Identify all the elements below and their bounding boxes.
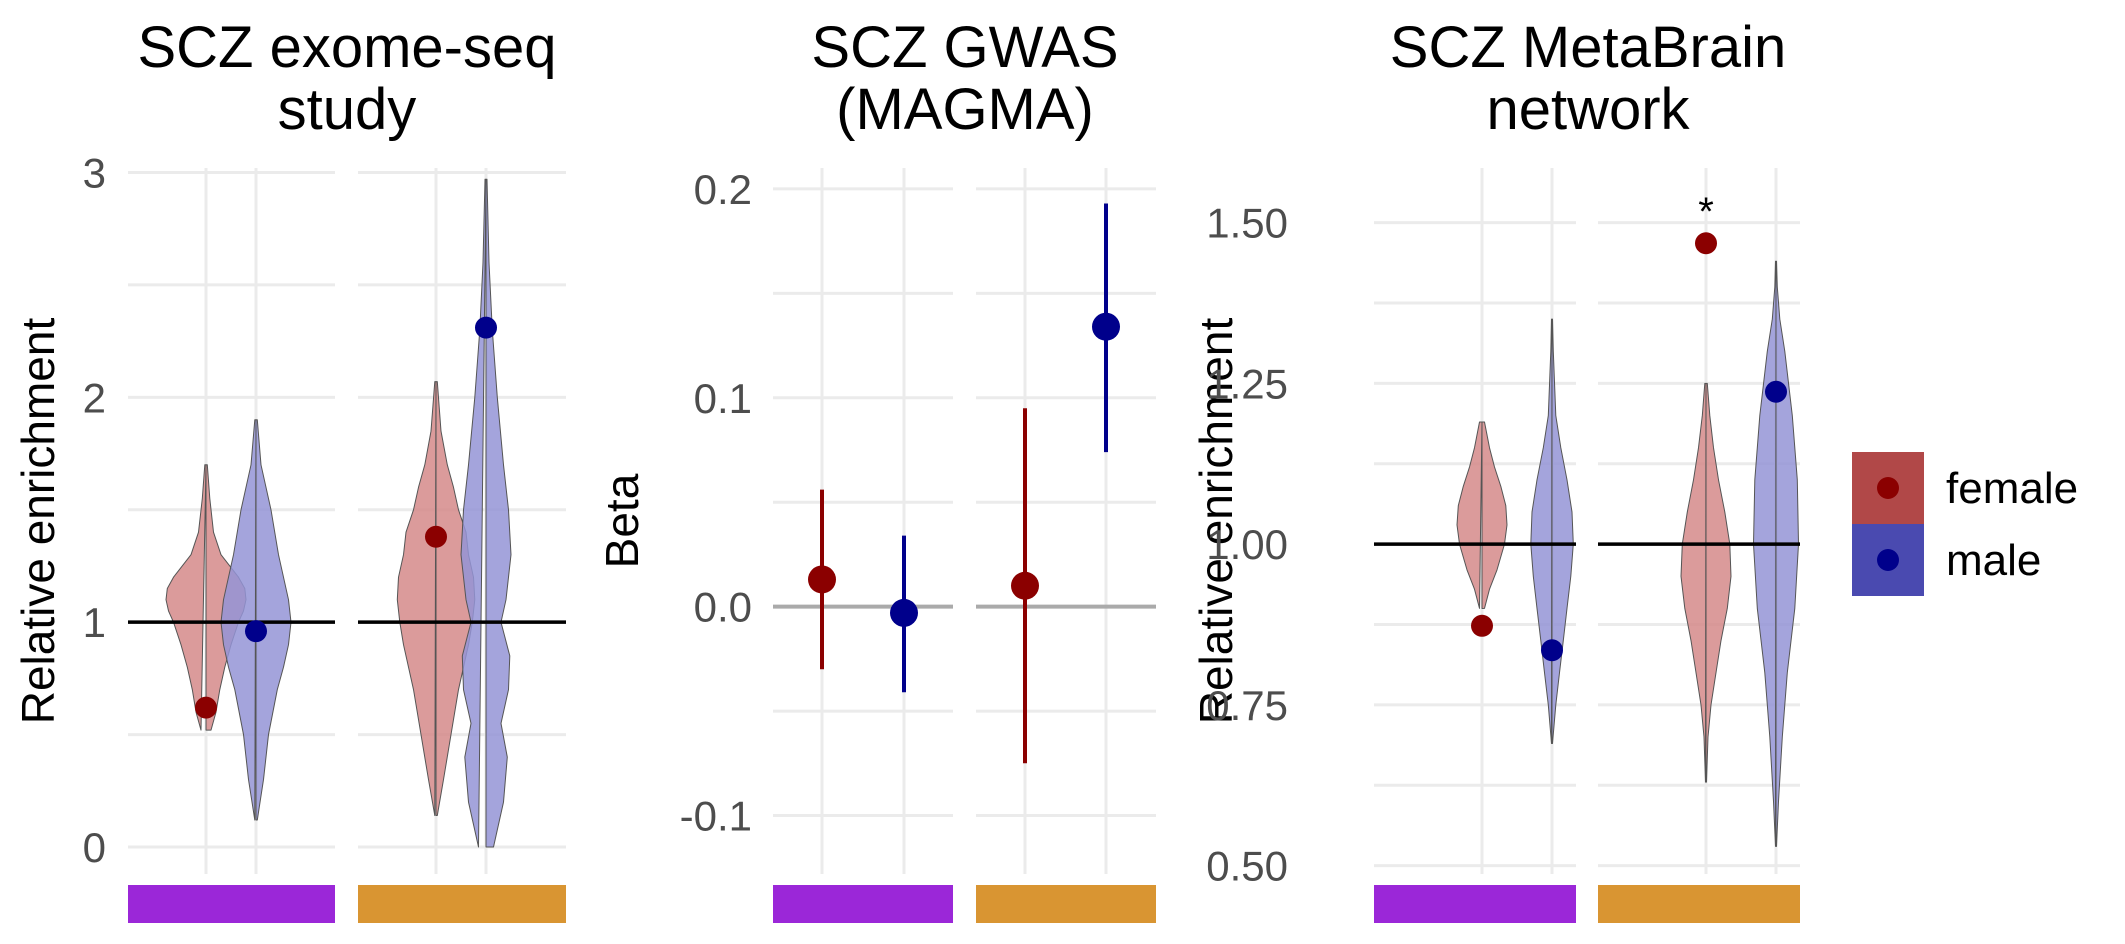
y-tick-label: 0.0 [694,584,752,631]
y-tick-label: 0.75 [1206,682,1288,729]
point-female [195,696,217,719]
facet-strip [128,885,335,923]
facet-strip [358,885,566,923]
y-tick-label: 1.00 [1206,521,1288,568]
facet-2 [976,168,1156,923]
panel-title: SCZ MetaBrain [1390,15,1786,80]
facet-1 [773,168,953,923]
point-male [1541,639,1563,662]
point-estimate-male [1092,312,1120,341]
y-axis-label: Relative enrichment [12,318,64,725]
facet-strip [1598,885,1800,923]
legend-point-male [1877,549,1899,571]
panel-title: network [1486,77,1690,142]
facet-strip [976,885,1156,923]
point-estimate-male [890,598,918,627]
point-female [425,525,447,548]
violin-male [220,419,292,821]
y-axis-label: Beta [596,473,648,568]
legend-label-female: female [1946,464,2078,513]
y-tick-label: 0.2 [694,166,752,213]
violin-male [460,178,512,848]
point-estimate-female [808,565,836,594]
point-estimate-female [1011,571,1039,600]
y-tick-label: -0.1 [680,793,752,840]
point-male [475,316,497,339]
y-tick-label: 1.50 [1206,200,1288,247]
legend: female male [1852,452,2078,596]
point-male [245,620,267,643]
panel-title: SCZ exome-seq [137,15,556,80]
violin-female [1456,421,1508,609]
y-tick-label: 0.50 [1206,843,1288,890]
y-tick-label: 0 [83,824,106,871]
y-tick-label: 1.25 [1206,360,1288,407]
violin-female [396,381,476,817]
legend-point-female [1877,477,1899,499]
point-male [1765,380,1787,403]
violin-female [1680,382,1732,783]
facet-1 [128,168,335,923]
panel-title: study [278,77,417,142]
facet-2 [358,168,566,923]
y-axis-label: Relative enrichment [1190,318,1242,725]
violin-male [1753,260,1799,847]
y-tick-label: 0.1 [694,375,752,422]
y-tick-label: 2 [83,374,106,421]
facet-strip [1374,885,1576,923]
point-female [1695,232,1717,255]
y-tick-label: 1 [83,599,106,646]
panel-title: SCZ GWAS [811,15,1118,80]
point-female [1471,614,1493,637]
facet-strip [773,885,953,923]
facet-2: * [1598,168,1800,923]
significance-annotation: * [1698,190,1714,234]
facet-1 [1374,168,1576,923]
y-tick-label: 3 [83,149,106,196]
panel-title: (MAGMA) [836,77,1094,142]
legend-label-male: male [1946,536,2041,585]
panel-2: SCZ GWAS(MAGMA) Beta -0.1 0.0 0.1 0.2 [596,15,1156,923]
